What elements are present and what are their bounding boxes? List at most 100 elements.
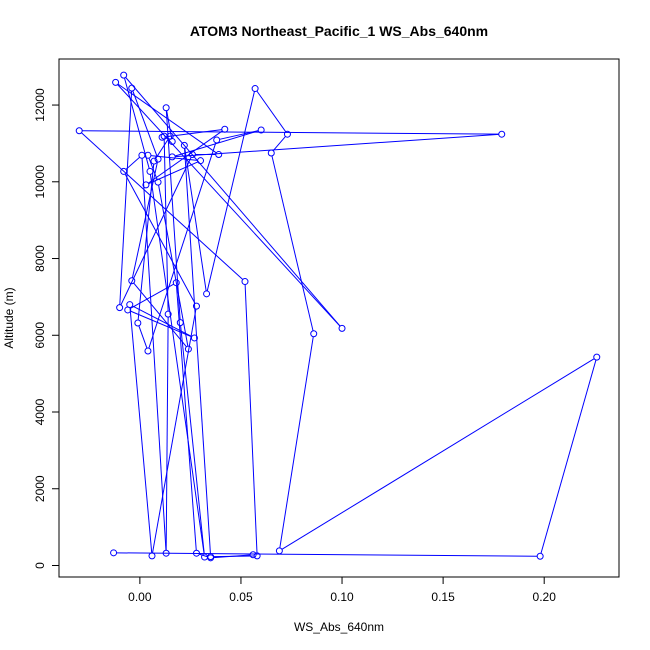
data-point [275,547,283,555]
series-line-segment [149,174,205,555]
series-line-segment [138,325,148,349]
series-line-segment [148,157,158,180]
x-tick-label: 0.15 [431,590,455,604]
series-line-segment [165,110,181,320]
series-line-segment [279,336,314,549]
data-point [112,78,120,86]
data-point [257,126,265,134]
plot-area [75,71,601,562]
series-line-segment [272,136,286,152]
series-line-segment [132,90,158,157]
data-point [253,552,261,560]
series-line-segment [158,185,189,347]
series-line-segment [117,84,341,327]
data-point [190,334,198,342]
y-axis-label: Altitude (m) [2,287,16,348]
data-point [154,178,162,186]
data-point [128,84,136,92]
data-point [207,554,215,562]
series-line-segment [199,553,208,558]
data-point [251,85,259,93]
series-line-segment [165,317,169,551]
data-point [215,151,223,159]
data-point [172,279,180,287]
series-line-segment [125,77,341,327]
data-point [160,132,168,140]
y-tick-label: 10000 [33,165,47,199]
series-line-segment [132,305,193,338]
data-point [110,549,118,557]
series-line-segment [124,173,196,304]
series-line-segment [130,310,192,338]
series-line-segment [540,359,597,554]
x-axis-label: WS_Abs_640nm [294,620,384,634]
data-point [120,71,128,79]
series-line-segment [148,161,198,185]
data-point [124,306,132,314]
data-point [267,149,275,157]
data-point [164,310,172,318]
y-tick-label: 4000 [33,398,47,425]
series-line-segment [125,156,140,170]
series-line-segment [130,283,174,309]
series-line-segment [165,129,222,138]
data-point [310,330,318,338]
data-point [146,167,154,175]
series-line-segment [184,148,207,291]
chart-title: ATOM3 Northeast_Pacific_1 WS_Abs_640nm [190,23,488,39]
data-point [128,277,136,285]
data-point [120,167,128,175]
series-line-segment [155,138,169,159]
series-line-segment [175,285,197,551]
y-tick-label: 0 [33,562,47,569]
data-point [249,551,257,559]
series-line-segment [133,282,187,348]
series-line-segment [119,91,133,305]
y-tick-label: 8000 [33,245,47,272]
data-point [138,151,146,159]
series-line-segment [271,155,314,331]
data-point [221,125,229,133]
x-tick-label: 0.10 [330,590,354,604]
data-point [184,345,192,353]
series-line-segment [148,130,223,184]
x-tick-label: 0.05 [229,590,253,604]
data-point [498,130,506,138]
series-line-segment [281,358,595,550]
data-point [142,181,150,189]
series-line-segment [256,90,287,133]
series-line-segment [180,325,205,555]
data-point [150,157,158,165]
x-axis: 0.00 0.05 0.10 0.15 0.20 [128,576,557,604]
data-point [338,324,346,332]
y-axis: 0 2000 4000 6000 8000 10000 12000 [33,88,60,569]
y-tick-label: 2000 [33,475,47,502]
data-point [168,153,176,161]
x-tick-label: 0.00 [128,590,152,604]
data-point [192,549,200,557]
series-line-segment [166,110,173,139]
plot-frame [58,58,620,578]
y-tick-label: 6000 [33,322,47,349]
data-point [116,304,124,312]
series-line-segment [163,139,169,312]
data-point [144,347,152,355]
series-line-segment [141,158,167,551]
data-point [536,552,544,560]
data-point [188,151,196,159]
x-tick-label: 0.20 [533,590,557,604]
series-line-segment [175,133,499,158]
data-point [134,319,142,327]
series-line-segment [244,284,258,553]
series-line-segment [117,83,217,154]
data-point [162,104,170,112]
data-point [154,155,162,163]
data-point [176,319,184,327]
data-point [593,353,601,361]
data-point [180,141,188,149]
series-line-segment [116,552,538,557]
series-line-segment [184,148,211,554]
data-point [283,130,291,138]
series-line-segment [219,130,259,140]
